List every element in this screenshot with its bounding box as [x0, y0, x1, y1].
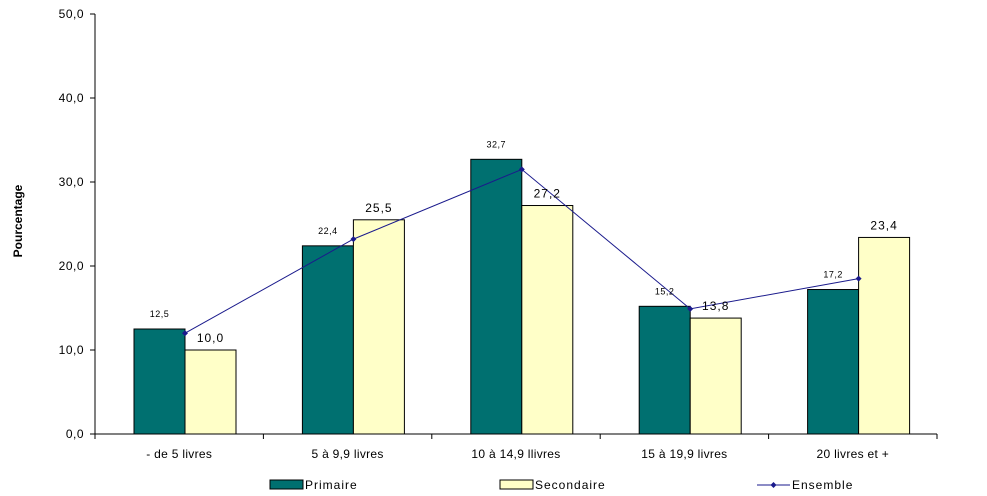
data-label-primaire: 15,2	[655, 286, 675, 296]
legend-label: Secondaire	[535, 478, 606, 492]
legend-item-primaire: Primaire	[269, 478, 358, 492]
legend-swatch	[269, 479, 304, 490]
y-axis: 0,0 10,0 20,0 30,0 40,0 50,0	[59, 7, 96, 441]
ensemble-point	[350, 236, 357, 243]
x-tick-label: 5 à 9,9 livres	[311, 447, 383, 461]
ensemble-point	[687, 305, 694, 312]
data-label-secondaire: 27,2	[534, 187, 561, 201]
legend-label: Ensemble	[792, 478, 853, 492]
y-tick-label: 10,0	[59, 343, 84, 357]
bar-primaire	[301, 245, 354, 435]
ensemble-point	[182, 330, 188, 337]
x-tick-label: - de 5 livres	[146, 447, 212, 461]
x-tick-label: 15 à 19,9 livres	[641, 447, 727, 461]
data-label-secondaire: 25,5	[365, 201, 392, 215]
bar-primaire	[470, 158, 523, 435]
bar-primaire	[638, 305, 691, 435]
data-label-secondaire: 10,0	[197, 331, 224, 345]
bar-secondaire	[521, 205, 574, 435]
y-tick-label: 40,0	[59, 91, 84, 105]
bar-secondaire	[689, 317, 742, 435]
data-label-secondaire: 13,8	[702, 299, 729, 313]
y-axis-title: Pourcentage	[11, 184, 25, 257]
data-labels: 12,5 10,0 22,4 25,5 32,7 27,2 15,2 13,8 17,2 23,4	[150, 139, 897, 345]
ensemble-line	[182, 166, 862, 337]
bar-secondaire	[352, 219, 405, 435]
legend-item-ensemble: Ensemble	[757, 478, 853, 492]
bar-secondaire	[184, 349, 237, 435]
data-label-primaire: 17,2	[823, 270, 843, 280]
y-tick-label: 20,0	[59, 259, 84, 273]
bars	[133, 158, 911, 435]
y-tick-label: 0,0	[66, 427, 84, 441]
ensemble-point	[518, 166, 525, 173]
legend-marker	[770, 482, 777, 488]
x-tick-label: 10 à 14,9 llivres	[471, 447, 560, 461]
data-label-secondaire: 23,4	[870, 218, 897, 232]
y-tick-label: 30,0	[59, 175, 84, 189]
legend-swatch	[499, 479, 534, 490]
y-tick-label: 50,0	[59, 7, 84, 21]
bar-secondaire	[858, 236, 911, 435]
bar-primaire	[807, 289, 860, 435]
data-label-primaire: 32,7	[487, 139, 507, 149]
legend: Primaire Secondaire Ensemble	[269, 478, 853, 492]
x-axis: - de 5 livres 5 à 9,9 livres 10 à 14,9 lli…	[94, 433, 938, 461]
ensemble-point	[855, 275, 862, 282]
bar-primaire	[133, 328, 186, 435]
x-tick-label: 20 livres et +	[817, 447, 890, 461]
data-label-primaire: 12,5	[150, 309, 170, 319]
legend-item-secondaire: Secondaire	[499, 478, 606, 492]
data-label-primaire: 22,4	[318, 226, 338, 236]
legend-label: Primaire	[305, 478, 358, 492]
